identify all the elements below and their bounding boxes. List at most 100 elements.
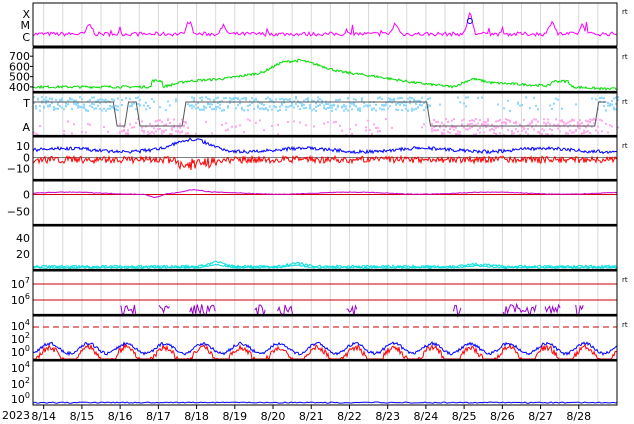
point-toward xyxy=(197,101,199,104)
point-toward xyxy=(463,102,465,105)
point-away xyxy=(81,131,83,134)
point-toward xyxy=(323,107,325,110)
point-toward xyxy=(137,102,139,105)
point-toward xyxy=(115,104,117,107)
point-toward xyxy=(279,105,281,108)
point-away xyxy=(537,131,539,134)
series-temperature xyxy=(32,260,618,269)
point-away xyxy=(589,121,591,124)
point-away xyxy=(161,120,163,123)
point-toward xyxy=(57,101,59,104)
point-toward xyxy=(145,101,147,104)
point-away xyxy=(493,131,495,134)
point-toward xyxy=(429,104,431,107)
point-toward xyxy=(115,108,117,111)
point-away xyxy=(581,122,583,125)
xaxis-tick-label: 8/20 xyxy=(261,410,286,423)
point-toward xyxy=(107,107,109,110)
point-away xyxy=(583,131,585,134)
point-away xyxy=(471,126,473,129)
point-away xyxy=(569,124,571,127)
point-away xyxy=(433,129,435,132)
point-toward xyxy=(219,107,221,110)
yaxis-tick-label: M xyxy=(21,19,31,32)
point-away xyxy=(169,132,171,135)
point-away xyxy=(177,130,179,133)
series-electron-flux xyxy=(452,304,462,318)
point-toward xyxy=(607,101,609,104)
point-away xyxy=(163,130,165,133)
point-toward xyxy=(63,108,65,111)
point-toward xyxy=(575,103,577,106)
point-toward xyxy=(295,103,297,106)
point-away xyxy=(523,118,525,121)
point-away xyxy=(437,120,439,123)
point-away xyxy=(487,118,489,121)
point-toward xyxy=(425,106,427,109)
point-toward xyxy=(223,97,225,100)
point-away xyxy=(173,118,175,121)
point-toward xyxy=(309,106,311,109)
point-away xyxy=(519,133,521,136)
point-toward xyxy=(113,99,115,102)
point-away xyxy=(531,121,533,124)
point-away xyxy=(461,119,463,122)
point-toward xyxy=(363,101,365,104)
series-electron-flux xyxy=(544,303,561,314)
point-toward xyxy=(459,101,461,104)
point-away xyxy=(127,132,129,135)
point-toward xyxy=(221,100,223,103)
point-away xyxy=(595,129,597,132)
point-away xyxy=(599,118,601,121)
point-toward xyxy=(285,108,287,111)
yaxis-tick-label: 20 xyxy=(16,248,30,261)
point-toward xyxy=(139,98,141,101)
point-away xyxy=(457,130,459,133)
point-away xyxy=(179,131,181,134)
point-away xyxy=(503,133,505,136)
point-toward xyxy=(307,98,309,101)
point-away xyxy=(449,131,451,134)
point-toward xyxy=(329,106,331,109)
point-toward xyxy=(277,109,279,112)
point-away xyxy=(477,129,479,132)
point-toward xyxy=(261,107,263,110)
point-toward xyxy=(347,109,349,112)
point-toward xyxy=(353,102,355,105)
point-away xyxy=(447,121,449,124)
point-toward xyxy=(613,97,615,100)
point-away xyxy=(277,123,279,126)
point-away xyxy=(587,130,589,133)
point-toward xyxy=(93,107,95,110)
point-away xyxy=(591,118,593,121)
point-toward xyxy=(315,102,317,105)
point-toward xyxy=(45,96,47,99)
point-away xyxy=(335,120,337,123)
point-toward xyxy=(281,104,283,107)
point-away xyxy=(377,126,379,129)
point-away xyxy=(157,128,159,131)
point-toward xyxy=(535,104,537,107)
point-away xyxy=(539,132,541,135)
point-toward xyxy=(241,97,243,100)
point-away xyxy=(371,132,373,135)
point-toward xyxy=(87,100,89,103)
point-toward xyxy=(317,104,319,107)
point-toward xyxy=(213,98,215,101)
point-toward xyxy=(211,108,213,111)
point-toward xyxy=(253,108,255,111)
point-toward xyxy=(129,97,131,100)
point-toward xyxy=(395,108,397,111)
point-toward xyxy=(91,102,93,105)
point-away xyxy=(451,119,453,122)
point-away xyxy=(475,118,477,121)
point-away xyxy=(373,123,375,126)
point-away xyxy=(299,121,301,124)
point-away xyxy=(543,118,545,121)
point-away xyxy=(141,126,143,129)
point-toward xyxy=(221,109,223,112)
point-toward xyxy=(383,104,385,107)
point-away xyxy=(563,121,565,124)
point-away xyxy=(561,119,563,122)
point-toward xyxy=(45,102,47,105)
